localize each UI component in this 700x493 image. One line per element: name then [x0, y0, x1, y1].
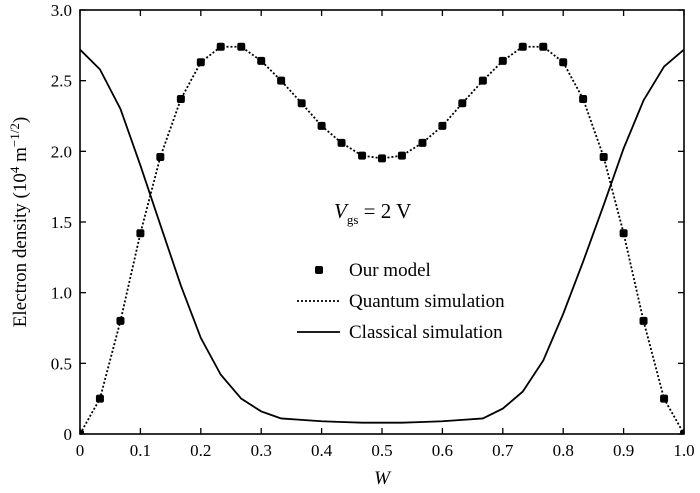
our-model-point	[337, 138, 346, 147]
annotation: Vgs = 2 V	[334, 199, 411, 227]
our-model-point	[80, 430, 84, 434]
our-model-point	[216, 42, 225, 51]
x-tick-label: 0.6	[432, 441, 453, 460]
our-model-point	[458, 99, 467, 108]
legend-marker-our-model	[315, 266, 323, 274]
series-layer	[80, 42, 684, 434]
axis-titles: W Electron density (104 m−1/2)	[7, 117, 392, 489]
our-model-point	[639, 316, 648, 325]
legend-label: Quantum simulation	[349, 291, 505, 312]
vgs-annotation: Vgs = 2 V	[334, 199, 411, 227]
our-model-point	[498, 56, 507, 65]
our-model-point	[358, 151, 367, 160]
series-classical-simulation	[80, 48, 684, 424]
our-model-point	[539, 42, 548, 51]
y-tick-label: 0.5	[51, 354, 72, 373]
series-quantum-simulation	[80, 45, 684, 434]
legend-label: Our model	[349, 260, 431, 281]
our-model-point	[237, 42, 246, 51]
our-model-point	[277, 76, 286, 85]
our-model-point	[518, 42, 527, 51]
our-model-point	[136, 229, 145, 238]
our-model-point	[196, 58, 205, 67]
y-tick-label: 1.0	[51, 284, 72, 303]
our-model-point	[257, 56, 266, 65]
y-axis-title: Electron density (104 m−1/2)	[7, 117, 31, 327]
x-tick-label: 0.8	[553, 441, 574, 460]
y-tick-label: 1.5	[51, 213, 72, 232]
x-tick-label: 0.4	[311, 441, 333, 460]
our-model-point	[418, 138, 427, 147]
our-model-point	[397, 151, 406, 160]
y-tick-label: 3.0	[51, 1, 72, 20]
our-model-point	[559, 58, 568, 67]
our-model-point	[619, 229, 628, 238]
legend: Our model Quantum simulation Classical sim…	[297, 260, 505, 343]
x-tick-label: 0.2	[190, 441, 211, 460]
x-tick-label: 0.5	[371, 441, 392, 460]
our-model-point	[297, 99, 306, 108]
y-tick-label: 0	[64, 425, 73, 444]
our-model-point	[317, 121, 326, 130]
y-tick-label: 2.5	[51, 72, 72, 91]
x-tick-label: 0.1	[130, 441, 151, 460]
our-model-point	[438, 121, 447, 130]
x-axis-title: W	[374, 468, 392, 489]
our-model-point	[579, 95, 588, 104]
our-model-point	[680, 430, 684, 434]
x-tick-label: 0.3	[251, 441, 272, 460]
our-model-point	[478, 76, 487, 85]
x-tick-label: 0.9	[613, 441, 634, 460]
our-model-point	[176, 95, 185, 104]
our-model-point	[378, 154, 386, 163]
ticks-group: 0 0.1 0.2 0.3 0.4 0.5 0.6 0.7 0.8 0.9 1.0 0 0.5 1.0 1.…	[51, 1, 695, 460]
our-model-point	[660, 394, 669, 403]
our-model-point	[116, 316, 125, 325]
x-tick-label: 1.0	[673, 441, 694, 460]
legend-label: Classical simulation	[349, 322, 503, 343]
our-model-point	[599, 152, 608, 161]
our-model-point	[95, 394, 104, 403]
x-tick-label: 0	[76, 441, 85, 460]
x-tick-label: 0.7	[492, 441, 514, 460]
our-model-point	[156, 152, 165, 161]
y-tick-label: 2.0	[51, 142, 72, 161]
